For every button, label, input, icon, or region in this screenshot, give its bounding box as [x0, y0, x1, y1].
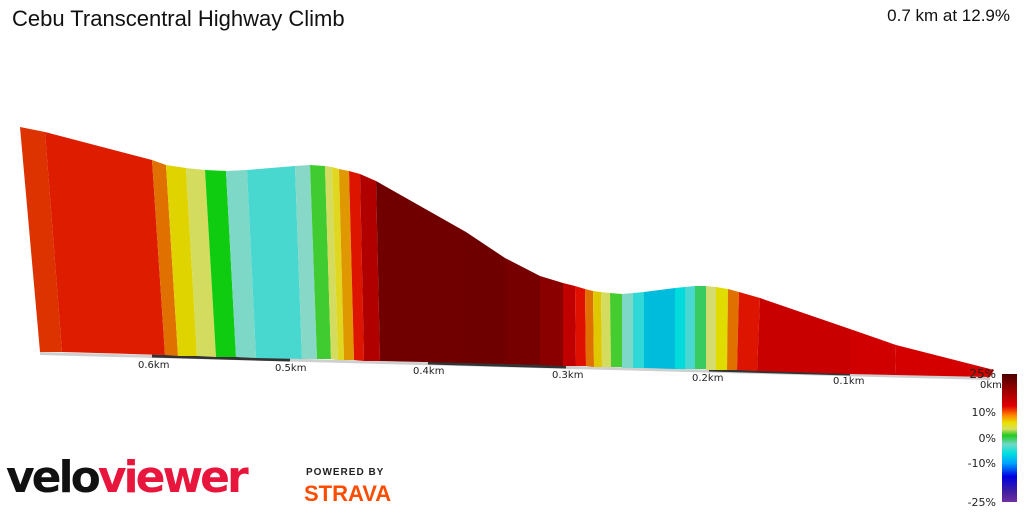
legend-label: 25% [969, 367, 996, 381]
page-title: Cebu Transcentral Highway Climb [12, 6, 345, 31]
x-tick-label: 0km [980, 380, 1002, 391]
gradient-color-legend [1002, 374, 1017, 502]
elevation-profile-chart [20, 127, 994, 380]
legend-label: 0% [978, 432, 996, 445]
x-tick-label: 0.2km [692, 373, 724, 384]
legend-label: 10% [971, 406, 996, 419]
x-tick-label: 0.5km [275, 363, 307, 374]
powered-by-label: POWERED BY [306, 467, 385, 478]
climb-summary: 0.7 km at 12.9% [887, 6, 1010, 25]
x-tick-label: 0.1km [833, 376, 865, 387]
strava-logo: STRAVA [304, 481, 392, 506]
legend-label: -25% [967, 496, 996, 509]
veloviewer-logo: veloviewer [6, 452, 249, 503]
legend-label: -10% [967, 457, 996, 470]
x-tick-label: 0.4km [413, 366, 445, 377]
x-tick-label: 0.3km [552, 370, 584, 381]
x-tick-label: 0.6km [138, 360, 170, 371]
